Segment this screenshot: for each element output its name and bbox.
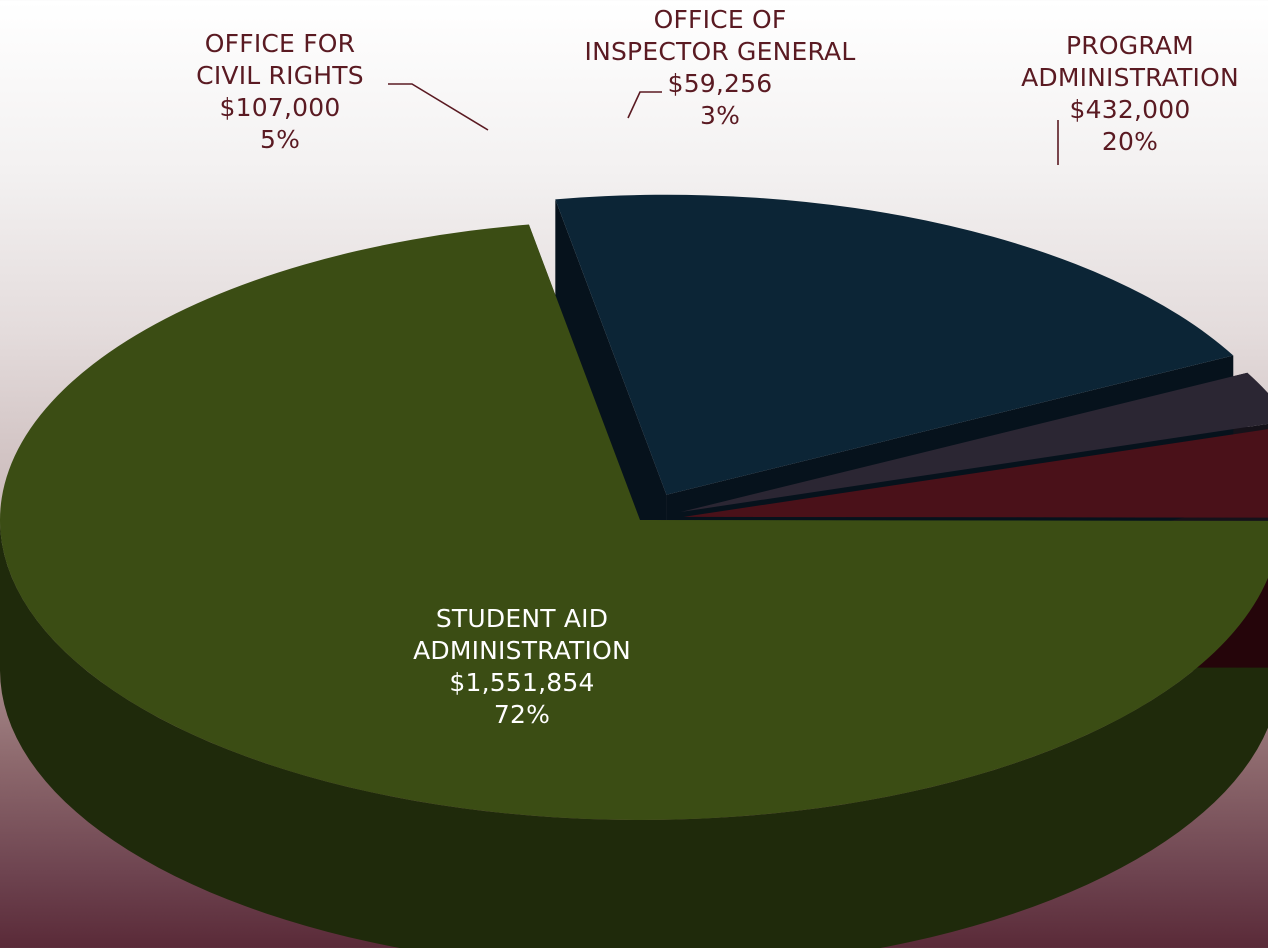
slice-name-line-2: INSPECTOR GENERAL xyxy=(584,37,856,66)
slice-value: $1,551,854 xyxy=(449,668,595,697)
slice-name-line-1: STUDENT AID xyxy=(435,604,609,633)
slice-name-line-2: ADMINISTRATION xyxy=(413,636,631,665)
slice-value: $59,256 xyxy=(667,69,773,98)
slice-percent: 20% xyxy=(1101,127,1159,156)
slice-rim-student-aid-administration xyxy=(0,520,1268,948)
pie-slice-program-administration xyxy=(555,194,1234,495)
leader-line-inspector-general xyxy=(627,91,662,119)
slice-name-line-1: PROGRAM xyxy=(1066,31,1194,60)
slice-name-line-1: OFFICE FOR xyxy=(204,29,356,58)
slice-label-program-administration: PROGRAM ADMINISTRATION $432,000 20% xyxy=(980,30,1268,158)
slice-value: $107,000 xyxy=(219,93,341,122)
slice-name-line-1: OFFICE OF xyxy=(653,5,787,34)
slice-value: $432,000 xyxy=(1069,95,1191,124)
slice-percent: 5% xyxy=(259,125,301,154)
slice-percent: 72% xyxy=(493,700,551,729)
slice-percent: 3% xyxy=(699,101,741,130)
pie-slice-office-of-inspector-general xyxy=(680,372,1268,513)
slice-label-civil-rights: OFFICE FOR CIVIL RIGHTS $107,000 5% xyxy=(150,28,410,156)
slice-label-inspector-general: OFFICE OF INSPECTOR GENERAL $59,256 3% xyxy=(540,4,900,132)
pie-slice-student-aid-administration xyxy=(0,224,1268,820)
pie-slice-office-for-civil-rights xyxy=(683,429,1268,518)
slice-name-line-2: ADMINISTRATION xyxy=(1021,63,1239,92)
slice-label-student-aid: STUDENT AID ADMINISTRATION $1,551,854 72… xyxy=(352,603,692,731)
leader-line-civil-rights xyxy=(388,83,489,131)
slice-name-line-2: CIVIL RIGHTS xyxy=(196,61,364,90)
